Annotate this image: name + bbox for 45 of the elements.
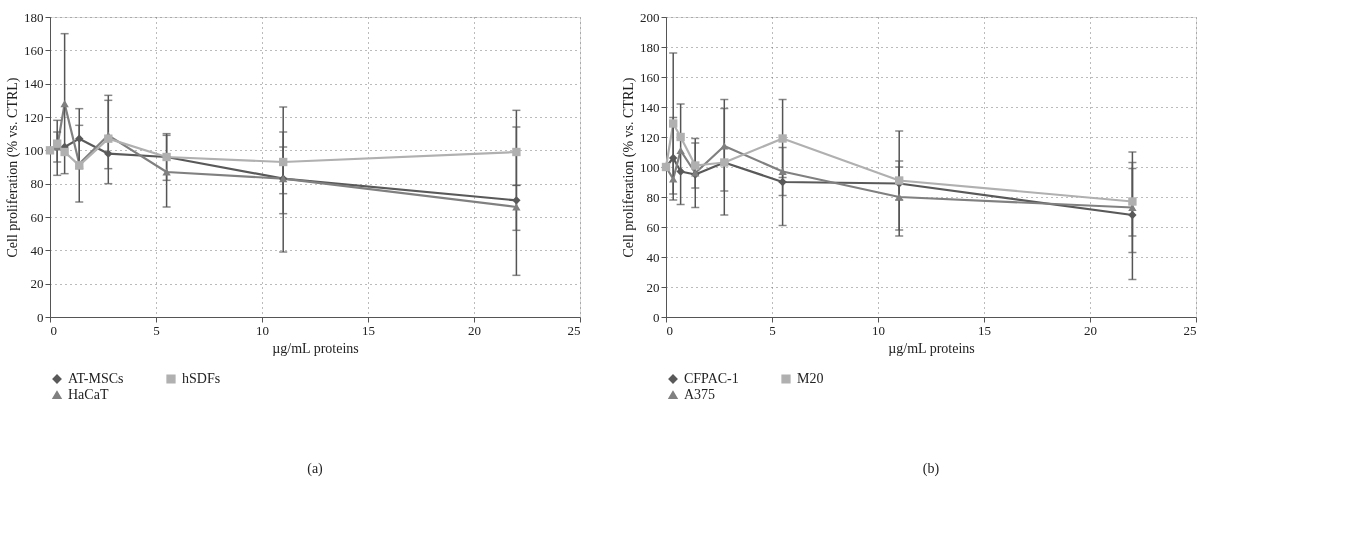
legend-label: CFPAC-1 [684,371,739,386]
x-tick-label: 5 [153,322,160,338]
x-tick-label: 25 [567,322,581,338]
y-tick-label: 0 [37,309,44,325]
y-tick-label: 40 [646,249,660,265]
y-tick-label: 140 [640,99,660,115]
y-tick-label: 200 [640,9,660,25]
y-tick-label: 60 [30,209,44,225]
x-tick-label: 20 [468,322,481,338]
y-tick-label: 80 [646,189,660,205]
y-tick-label: 100 [640,159,660,175]
y-tick-label: 100 [24,142,44,158]
text: (a) [307,461,324,477]
y-axis-title: Cell proliferation (% vs. CTRL) [621,77,637,258]
y-axis-title: Cell proliferation (% vs. CTRL) [5,77,21,258]
x-tick-label: 5 [769,322,776,338]
x-tick-label: 10 [872,322,885,338]
x-axis-title: µg/mL proteins [272,340,359,356]
y-tick-label: 140 [24,76,44,92]
text: (b) [922,461,940,477]
y-tick-label: 20 [30,276,44,292]
legend-label: M20 [797,371,824,386]
legend-label: AT-MSCs [68,371,124,386]
y-tick-label: 180 [640,39,660,55]
y-tick-label: 60 [646,219,660,235]
x-tick-label: 15 [978,322,991,338]
x-axis-title: µg/mL proteins [888,340,975,356]
x-tick-label: 0 [666,322,673,338]
legend-label: hSDFs [182,371,221,386]
legend-label: A375 [684,387,716,402]
y-tick-label: 180 [24,9,44,25]
x-tick-label: 20 [1084,322,1097,338]
y-tick-label: 120 [24,109,44,125]
x-tick-label: 15 [362,322,375,338]
y-tick-label: 40 [30,242,44,258]
y-tick-label: 160 [24,42,44,58]
legend-label: HaCaT [68,387,109,402]
y-tick-label: 20 [646,279,660,295]
y-tick-label: 0 [653,309,660,325]
x-tick-label: 10 [256,322,269,338]
y-tick-label: 160 [640,69,660,85]
y-tick-label: 120 [640,129,660,145]
y-tick-label: 80 [30,176,44,192]
x-tick-label: 0 [50,322,57,338]
x-tick-label: 25 [1183,322,1197,338]
